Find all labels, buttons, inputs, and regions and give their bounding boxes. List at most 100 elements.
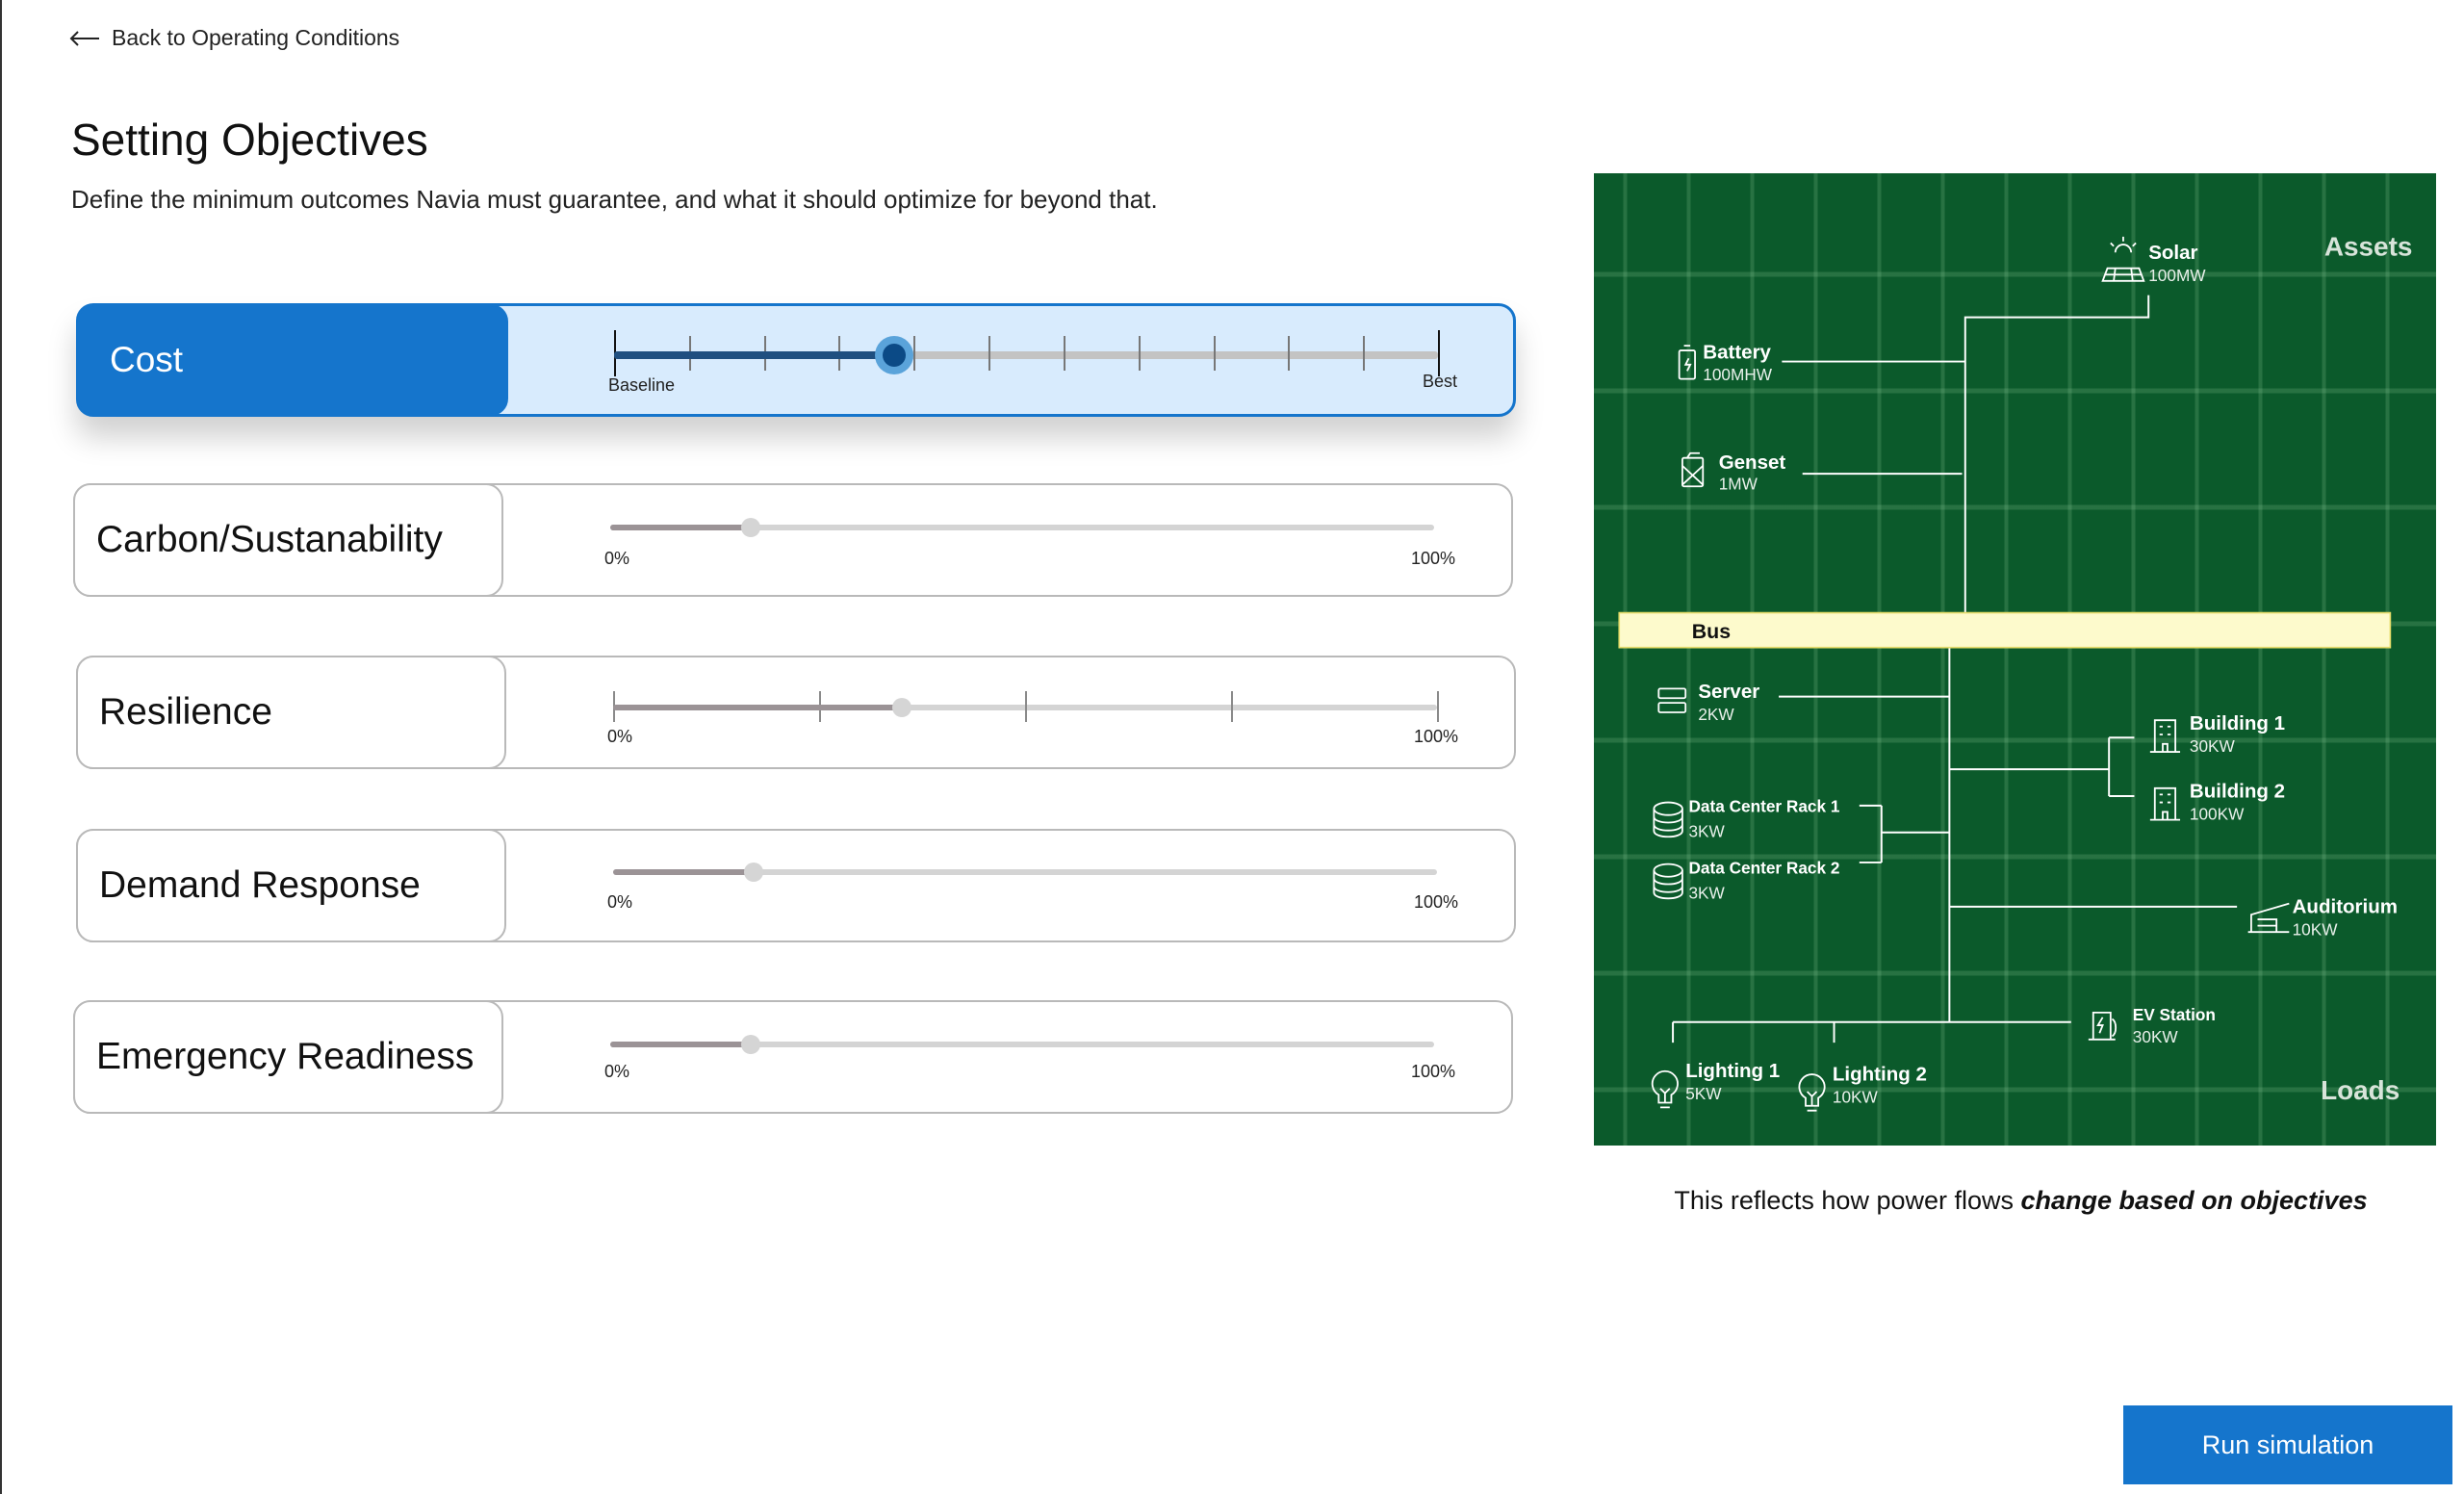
slider-tick — [1025, 691, 1027, 722]
node-rating: 30KW — [2133, 1027, 2179, 1046]
node-name: EV Station — [2133, 1005, 2216, 1024]
node-rating: 100KW — [2190, 805, 2245, 824]
node-rating: 100MW — [2148, 266, 2206, 285]
objective-label: Carbon/Sustanability — [73, 483, 503, 597]
slider-tick — [988, 336, 991, 371]
objective-label: Cost — [77, 304, 508, 416]
arrow-left-icon — [69, 30, 99, 46]
slider-tick — [1437, 691, 1439, 722]
node-name: Solar — [2148, 242, 2197, 264]
caption-text: This reflects how power flows — [1674, 1186, 2021, 1215]
objective-cost[interactable]: Cost Baseline Best — [76, 303, 1516, 417]
back-link-label: Back to Operating Conditions — [112, 25, 400, 50]
slider-max-label: 100% — [1413, 892, 1458, 912]
node-ratings: 100MW 100MHW 1MW 2KW 30KW 100KW 3KW 3KW … — [1685, 266, 2338, 1107]
node-name: Auditorium — [2293, 895, 2398, 917]
bus-bar — [1618, 611, 2392, 649]
power-flow-diagram: Assets Loads Bus Solar Battery Genset Se… — [1594, 173, 2436, 1146]
node-name: Data Center Rack 1 — [1688, 796, 1839, 815]
objective-resilience[interactable]: Resilience 0% 100% — [76, 656, 1516, 769]
slider-tick — [1438, 330, 1440, 376]
building-icon — [2149, 719, 2181, 753]
slider-track[interactable] — [613, 691, 1439, 722]
node-name: Lighting 1 — [1685, 1060, 1780, 1082]
node-rating: 10KW — [2293, 919, 2339, 939]
node-name: Building 2 — [2190, 781, 2285, 803]
slider-min-label: 0% — [607, 892, 633, 912]
node-name: Server — [1698, 681, 1759, 703]
slider-thumb[interactable] — [740, 518, 760, 537]
node-rating: 2KW — [1698, 705, 1734, 724]
objective-label: Demand Response — [76, 829, 506, 942]
loads-label: Loads — [2321, 1075, 2400, 1105]
page-title: Setting Objectives — [71, 115, 428, 165]
lightbulb-icon — [1651, 1069, 1679, 1109]
slider-fill — [610, 525, 751, 530]
node-rating: 1MW — [1719, 475, 1758, 494]
slider-track[interactable] — [613, 863, 1437, 882]
node-rating: 30KW — [2190, 736, 2236, 756]
slider-max-label: 100% — [1410, 549, 1455, 568]
slider-tick — [913, 336, 916, 371]
node-name: Battery — [1703, 341, 1771, 363]
slider-track[interactable] — [610, 1035, 1434, 1054]
slider-track[interactable] — [614, 330, 1440, 376]
objective-carbon[interactable]: Carbon/Sustanability 0% 100% — [73, 483, 1513, 597]
node-name: Building 1 — [2190, 712, 2285, 734]
server-icon — [1657, 687, 1687, 713]
connection-lines — [1672, 295, 2238, 1043]
caption-emphasis: change based on objectives — [2020, 1186, 2368, 1215]
slider-tick — [1213, 336, 1216, 371]
slider-track[interactable] — [610, 518, 1434, 537]
back-link[interactable]: Back to Operating Conditions — [69, 25, 399, 51]
node-rating: 3KW — [1688, 822, 1725, 841]
node-labels: Solar Battery Genset Server Building 1 B… — [1685, 242, 2398, 1086]
slider-max-label: 100% — [1413, 727, 1458, 746]
slider-fill — [614, 351, 895, 359]
slider-thumb[interactable] — [743, 863, 763, 882]
battery-icon — [1678, 345, 1696, 380]
solar-panel-icon — [2101, 236, 2145, 282]
node-rating: 3KW — [1688, 884, 1725, 903]
objective-label: Resilience — [76, 656, 506, 769]
database-icon — [1653, 801, 1683, 838]
power-flow-svg: Assets Loads Bus Solar Battery Genset Se… — [1618, 232, 2412, 1112]
fuel-can-icon — [1681, 451, 1705, 488]
node-rating: 10KW — [1833, 1087, 1879, 1106]
objective-demand-response[interactable]: Demand Response 0% 100% — [76, 829, 1516, 942]
database-icon — [1653, 863, 1683, 900]
run-simulation-button[interactable]: Run simulation — [2123, 1405, 2452, 1484]
slider-fill — [610, 1042, 751, 1047]
slider-fill — [613, 869, 754, 875]
assets-label: Assets — [2324, 232, 2412, 262]
slider-tick — [1138, 336, 1141, 371]
slider-tick — [1063, 336, 1065, 371]
slider-thumb[interactable] — [891, 698, 911, 717]
node-name: Data Center Rack 2 — [1688, 858, 1839, 877]
lightbulb-icon — [1798, 1073, 1826, 1112]
slider-tick — [1363, 336, 1366, 371]
slider-max-label: 100% — [1410, 1062, 1455, 1081]
slider-min-label: Baseline — [608, 375, 676, 395]
node-rating: 100MHW — [1703, 365, 1773, 384]
diagram-caption: This reflects how power flows change bas… — [1600, 1186, 2442, 1216]
slider-min-label: 0% — [604, 549, 630, 568]
slider-tick — [1288, 336, 1291, 371]
slider-fill — [613, 705, 902, 710]
slider-thumb[interactable] — [740, 1035, 760, 1054]
objective-label: Emergency Readiness — [73, 1000, 503, 1114]
slider-thumb[interactable] — [875, 336, 914, 374]
ev-charger-icon — [2088, 1012, 2118, 1041]
slider-min-label: 0% — [604, 1062, 630, 1081]
page-subtitle: Define the minimum outcomes Navia must g… — [71, 185, 1158, 214]
node-rating: 5KW — [1685, 1084, 1722, 1103]
slider-tick — [1231, 691, 1233, 722]
node-name: Genset — [1719, 451, 1786, 474]
building-icon — [2149, 786, 2181, 821]
slider-max-label: Best — [1422, 372, 1457, 391]
node-name: Lighting 2 — [1833, 1064, 1927, 1086]
slider-min-label: 0% — [607, 727, 633, 746]
bus-label: Bus — [1692, 620, 1731, 643]
warehouse-icon — [2247, 902, 2290, 934]
objective-emergency-readiness[interactable]: Emergency Readiness 0% 100% — [73, 1000, 1513, 1114]
